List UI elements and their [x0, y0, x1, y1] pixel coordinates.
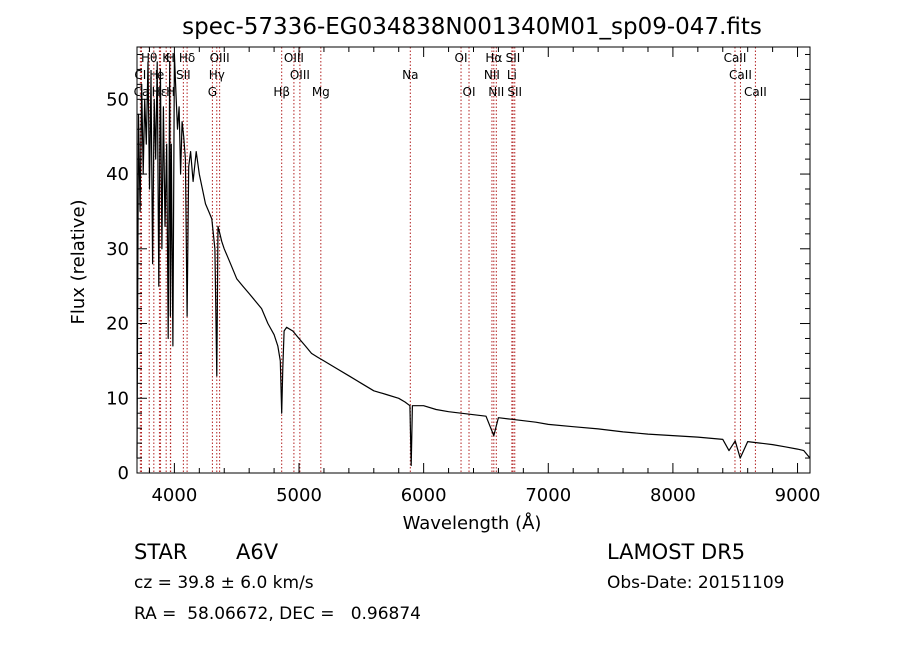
line-markers: [139, 47, 756, 473]
y-tick-label-5: 50: [106, 89, 129, 110]
line-label-8: SII: [506, 51, 521, 65]
line-label-19: CaII: [729, 68, 752, 82]
coordinates: RA = 58.06672, DEC = 0.96874: [134, 604, 421, 624]
line-label-1: H: [166, 51, 175, 65]
y-tick-label-3: 30: [106, 239, 129, 260]
line-label-9: CaII: [724, 51, 747, 65]
y-tick-label-0: 0: [118, 463, 129, 484]
line-label-28: SII: [507, 85, 522, 99]
line-label-16: Na: [402, 68, 418, 82]
x-tick-label-1: 5000: [276, 485, 322, 506]
plot-frame: [136, 46, 811, 474]
redshift-value: cz = 39.8 ± 6.0 km/s: [134, 573, 314, 593]
object-class: STAR: [134, 540, 188, 564]
y-axis: 0 10 20 30 40 50: [106, 53, 810, 484]
observation-date: Obs-Date: 20151109: [607, 573, 785, 593]
y-axis-label: Flux (relative): [68, 199, 89, 324]
y-tick-label-4: 40: [106, 164, 129, 185]
line-label-6: OI: [455, 51, 468, 65]
line-label-5: OIII: [284, 51, 304, 65]
line-label-29: CaII: [744, 85, 767, 99]
x-tick-label-2: 6000: [401, 485, 447, 506]
line-label-13: SII: [176, 68, 191, 82]
line-label-11: H: [149, 68, 158, 82]
line-label-23: G: [208, 85, 217, 99]
chart-title: spec-57336-EG034838N001340M01_sp09-047.f…: [182, 14, 762, 40]
line-label-2: K: [162, 51, 171, 65]
spectrum-series-line: [136, 53, 811, 467]
y-tick-label-1: 10: [106, 388, 129, 409]
line-label-21: Hε: [152, 85, 168, 99]
line-label-7: Hα: [485, 51, 502, 65]
x-tick-label-5: 9000: [775, 485, 821, 506]
line-label-0: Hθ: [141, 51, 157, 65]
line-label-4: OIII: [210, 51, 230, 65]
x-axis-label: Wavelength (Å): [403, 512, 542, 534]
line-label-27: NII: [488, 85, 504, 99]
line-label-15: OIII: [290, 68, 310, 82]
line-label-26: OI: [463, 85, 476, 99]
survey-name: LAMOST DR5: [607, 540, 746, 564]
line-label-3: Hδ: [179, 51, 195, 65]
x-tick-label-0: 4000: [151, 485, 197, 506]
line-label-10: CI: [134, 68, 146, 82]
line-label-17: NII: [484, 68, 500, 82]
line-label-18: Li: [507, 68, 517, 82]
line-label-14: Hγ: [209, 68, 225, 82]
line-label-25: Mg: [312, 85, 330, 99]
x-axis: 4000 5000 6000 7000 8000 9000: [148, 47, 821, 506]
y-tick-label-2: 20: [106, 314, 129, 335]
spectral-subclass: A6V: [236, 540, 279, 564]
x-tick-label-4: 8000: [650, 485, 696, 506]
x-tick-label-3: 7000: [525, 485, 571, 506]
line-label-22: H: [166, 85, 175, 99]
line-label-24: Hβ: [273, 85, 290, 99]
